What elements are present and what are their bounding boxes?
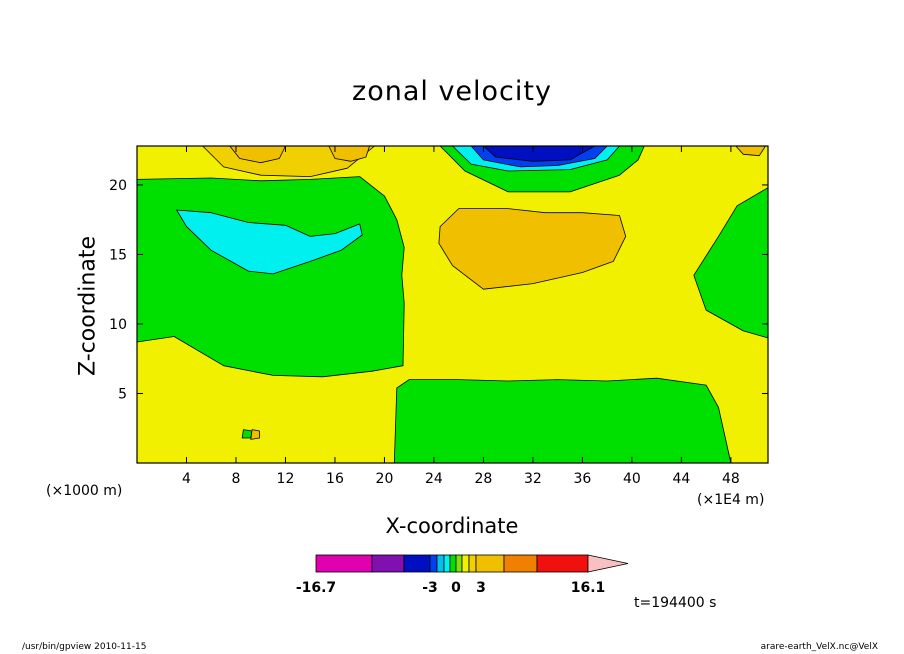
- contour-region-top-center-darkblue: [482, 146, 596, 162]
- y-tick-label: 20: [109, 178, 127, 194]
- contour-region-small-spot-orange: [250, 429, 260, 440]
- x-tick-label: 20: [376, 471, 394, 487]
- x-tick-label: 8: [232, 471, 241, 487]
- x-tick-label: 40: [623, 471, 641, 487]
- footer-right-label: arare-earth_VelX.nc@VelX: [760, 642, 878, 652]
- plot-area: [137, 146, 768, 463]
- chart-title: zonal velocity: [352, 76, 552, 107]
- colorbar-segment: [475, 554, 505, 573]
- colorbar-segment: [455, 554, 463, 573]
- contour-region-upper-left-cyan: [176, 209, 363, 275]
- x-unit-left-label: (×1000 m): [46, 483, 123, 499]
- contour-region-right-edge-negative: [693, 187, 768, 339]
- colorbar: -16.7 16.1 -3 0 3: [296, 554, 629, 596]
- colorbar-segment: [449, 554, 457, 573]
- x-axis-label: X-coordinate: [385, 514, 519, 538]
- x-tick-label: 24: [425, 471, 443, 487]
- x-unit-right-label: (×1E4 m): [697, 492, 765, 508]
- time-label: t=194400 s: [634, 595, 717, 611]
- x-tick-label: 12: [277, 471, 295, 487]
- colorbar-max-label: 16.1: [571, 580, 606, 596]
- footer-left-label: /usr/bin/gpview 2010-11-15: [22, 642, 147, 652]
- y-tick-label: 5: [118, 386, 127, 402]
- y-tick-label: 15: [109, 247, 127, 263]
- x-tick-label: 28: [475, 471, 493, 487]
- x-tick-label: 32: [524, 471, 542, 487]
- colorbar-segment: [315, 554, 373, 573]
- colorbar-segment: [503, 554, 538, 573]
- colorbar-tick-label: 0: [451, 580, 461, 596]
- colorbar-min-label: -16.7: [296, 580, 336, 596]
- x-tick-label: 48: [722, 471, 740, 487]
- colorbar-segment: [461, 554, 470, 573]
- y-tick-label: 10: [109, 317, 127, 333]
- contour-region-top-left-orange-b: [328, 146, 371, 162]
- contour-region-bottom-center-negative: [393, 377, 732, 463]
- colorbar-segment: [371, 554, 405, 573]
- x-tick-label: 4: [182, 471, 191, 487]
- colorbar-segment: [436, 554, 445, 573]
- colorbar-tick-label: 3: [476, 580, 486, 596]
- x-tick-label: 36: [573, 471, 591, 487]
- colorbar-arrow: [587, 554, 629, 573]
- contour-region-upper-center-orange: [438, 208, 627, 290]
- colorbar-segment: [468, 554, 477, 573]
- contour-region-top-right-orange: [735, 146, 766, 157]
- contour-region-top-left-orange-a: [229, 146, 286, 164]
- colorbar-segment: [536, 554, 589, 573]
- x-tick-label: 16: [326, 471, 344, 487]
- plot-frame: [136, 145, 769, 464]
- x-tick-label: 44: [672, 471, 690, 487]
- colorbar-segment: [403, 554, 431, 573]
- colorbar-tick-label: -3: [422, 580, 438, 596]
- colorbar-segment: [429, 554, 438, 573]
- contour-region-small-spot-green: [241, 429, 253, 439]
- colorbar-segment: [443, 554, 451, 573]
